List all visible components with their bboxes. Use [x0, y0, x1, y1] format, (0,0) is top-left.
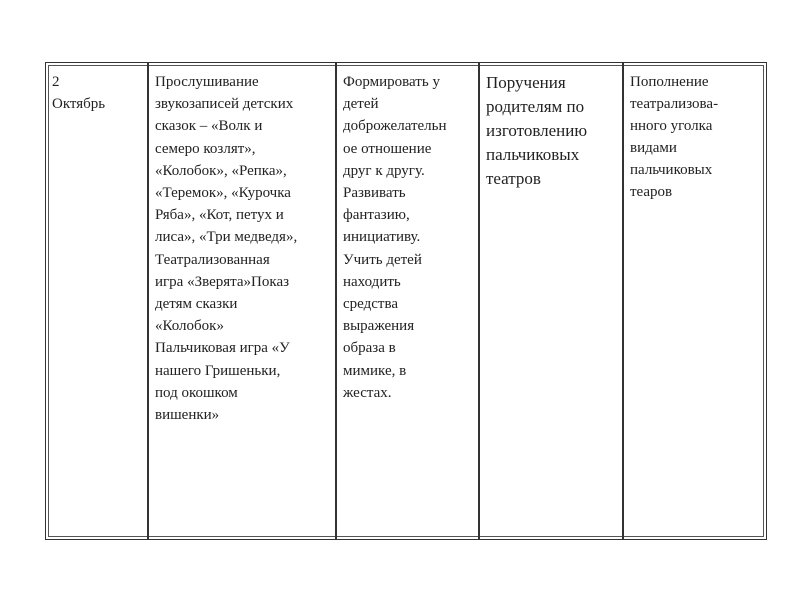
cell-text-line: доброжелательн	[343, 118, 447, 135]
cell-text-line: Формировать у	[343, 74, 440, 90]
table-cell-goals: Формировать у детей доброжелательн ое отнош…	[337, 63, 480, 539]
cell-text-line: Ряба», «Кот, петух и	[155, 207, 284, 224]
table-cell-activities: Прослушивание звукозаписей детских сказок …	[149, 63, 337, 539]
cell-text-line: Развивать	[343, 185, 406, 202]
cell-text-line: друг к другу.	[343, 162, 425, 179]
cell-text-line: под окошком	[155, 384, 238, 401]
cell-text-line: игра «Зверята»Показ	[155, 273, 290, 290]
cell-text-line: образа в	[343, 340, 396, 357]
cell-text-line: выражения	[343, 318, 415, 335]
table-cell-parents: Поручения родителям по изготовлению пальчик…	[480, 63, 624, 539]
cell-text-line: средства	[343, 296, 399, 313]
cell-text-line: Октябрь	[52, 96, 106, 113]
cell-text-line: «Колобок»	[155, 318, 224, 335]
cell-text-line: нашего Гришеньки,	[155, 362, 281, 379]
cell-text-line: нного уголка	[630, 118, 713, 134]
plan-table: 2 Октябрь Прослушивание звукозаписей детск…	[45, 62, 767, 540]
cell-text-line: сказок – «Волк и	[155, 118, 263, 135]
cell-text-line: родителям по	[486, 97, 585, 116]
cell-text-line: теаров	[630, 184, 673, 200]
cell-text-line: «Колобок», «Репка»,	[155, 162, 287, 179]
cell-text-line: пальчиковых	[486, 145, 580, 164]
cell-text-line: жестах.	[343, 384, 392, 401]
cell-text-line: пальчиковых	[630, 162, 713, 178]
cell-text-line: семеро козлят»,	[155, 140, 256, 157]
cell-text-line: лиса», «Три медведя»,	[155, 229, 298, 246]
cell-text-line: Прослушивание	[155, 74, 259, 90]
cell-text-line: Учить детей	[343, 251, 422, 268]
cell-text-line: 2	[52, 74, 60, 90]
cell-text-line: Пальчиковая игра «У	[155, 340, 290, 357]
cell-text-line: Театрализованная	[155, 251, 270, 268]
cell-text-line: инициативу.	[343, 229, 421, 246]
cell-text-line: театрализова-	[630, 96, 719, 112]
table-cell-month: 2 Октябрь	[46, 63, 149, 539]
table-cell-environment: Пополнение театрализова-нного уголка видам…	[624, 63, 766, 539]
cell-text-line: вишенки»	[155, 407, 220, 424]
cell-text-line: Пополнение	[630, 74, 709, 90]
cell-text-line: театров	[486, 169, 541, 188]
cell-text-line: находить	[343, 273, 401, 290]
cell-text-line: фантазию,	[343, 207, 410, 224]
cell-text-line: детям сказки	[155, 296, 238, 313]
cell-text-line: ое отношение	[343, 140, 432, 157]
cell-text-line: видами	[630, 140, 677, 156]
cell-text-line: изготовлению	[486, 121, 588, 140]
cell-text-line: детей	[343, 96, 379, 113]
cell-text-line: Поручения	[486, 73, 566, 92]
cell-text-line: звукозаписей детских	[155, 96, 294, 113]
cell-text-line: «Теремок», «Курочка	[155, 185, 291, 202]
cell-text-line: мимике, в	[343, 362, 407, 379]
